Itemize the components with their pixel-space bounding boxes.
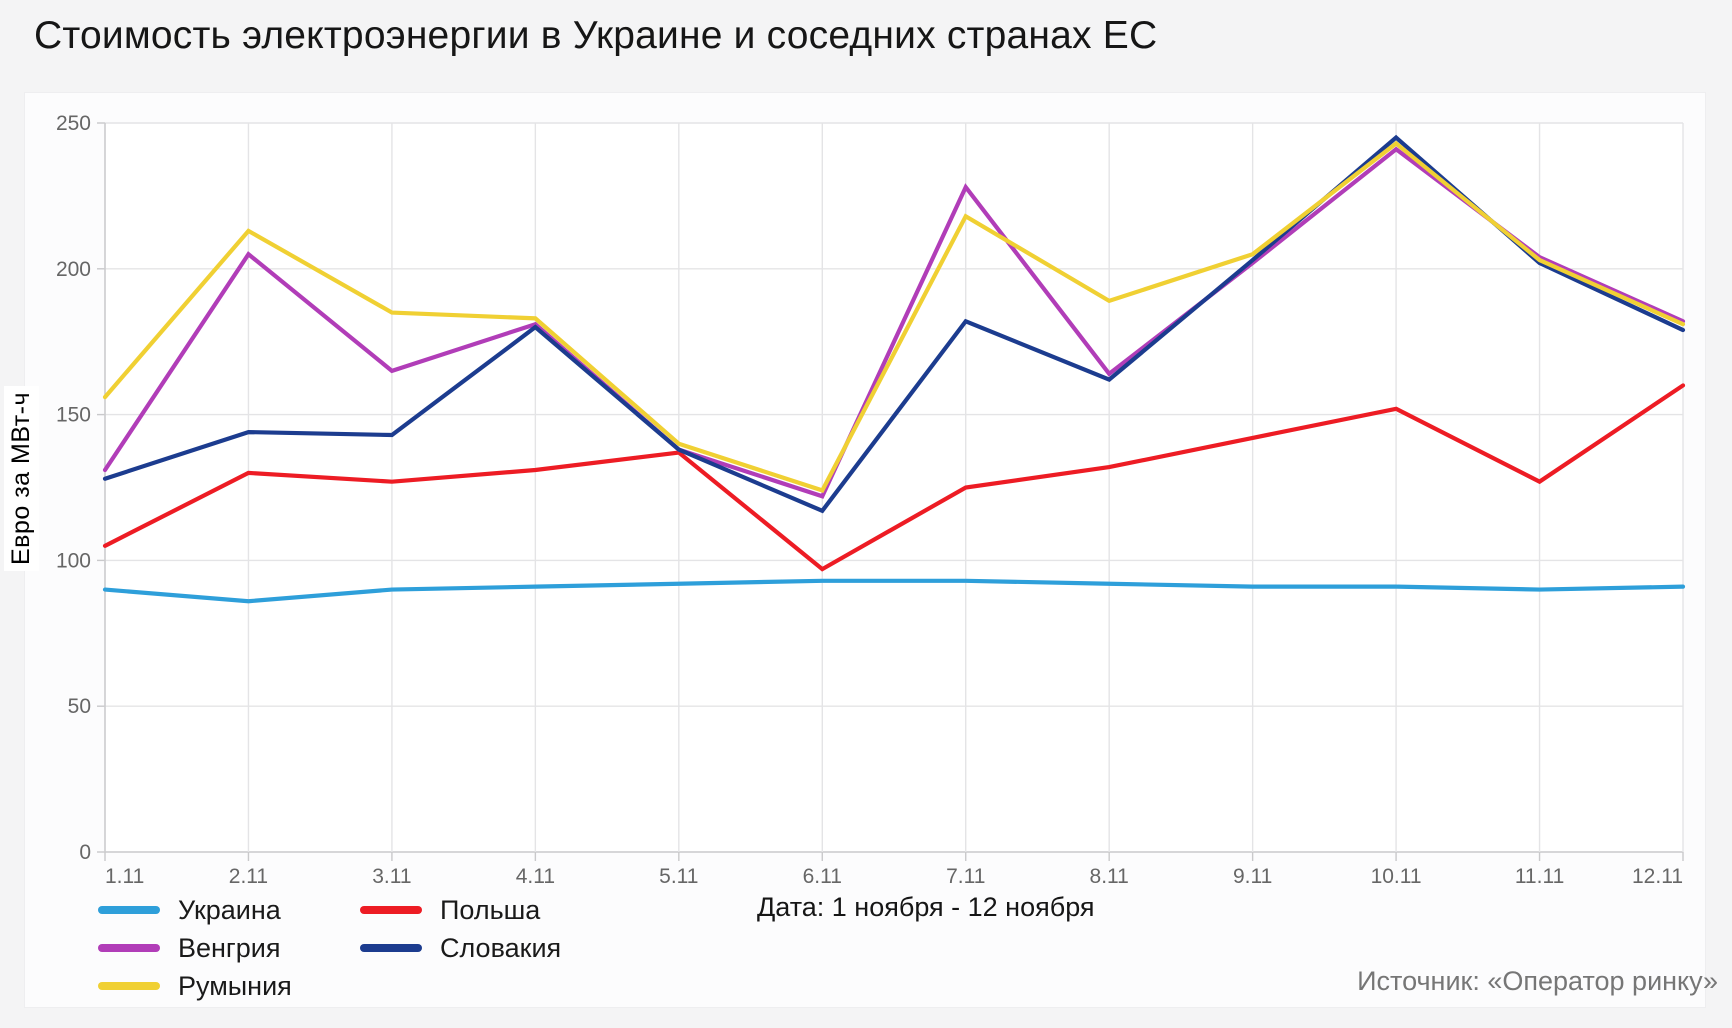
series-line-Украина [102, 578, 1686, 604]
y-tick-label: 150 [56, 404, 91, 427]
x-tick-label: 6.11 [803, 865, 842, 888]
chart-title: Стоимость электроэнергии в Украине и сос… [34, 14, 1158, 57]
x-tick-label: 8.11 [1090, 865, 1129, 888]
x-tick-label: 12.11 [1632, 865, 1683, 888]
y-tick-label: 0 [79, 841, 91, 864]
x-tick-label: 4.11 [516, 865, 555, 888]
plot-area [105, 123, 1683, 852]
x-tick-label: 10.11 [1371, 865, 1422, 888]
series-line-Румыния [102, 140, 1686, 493]
y-tick-label: 200 [56, 258, 91, 281]
x-tick-label: 2.11 [229, 865, 268, 888]
x-tick-label: 7.11 [946, 865, 985, 888]
series-line-Словакия [102, 134, 1686, 514]
source-note: Источник: «Оператор ринку» [1357, 966, 1718, 996]
series-line-Польша [102, 383, 1686, 572]
series-line-Венгрия [102, 146, 1686, 499]
date-range-note: Дата: 1 ноября - 12 ноября [757, 892, 1095, 922]
x-tick-label: 11.11 [1515, 865, 1564, 888]
x-tick-label: 1.11 [105, 865, 144, 888]
y-tick-label: 50 [68, 695, 91, 718]
x-tick-label: 9.11 [1233, 865, 1272, 888]
y-tick-label: 100 [56, 549, 91, 572]
y-axis-title: Евро за МВт-ч [4, 386, 39, 571]
x-tick-label: 5.11 [659, 865, 698, 888]
x-tick-label: 3.11 [372, 865, 411, 888]
y-tick-label: 250 [56, 112, 91, 135]
